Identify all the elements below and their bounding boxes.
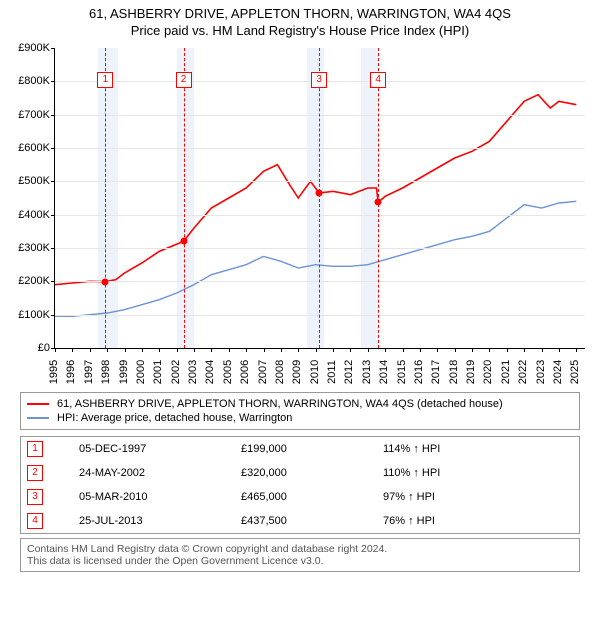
sale-hpi: 114% ↑ HPI	[377, 437, 580, 462]
sale-index-box: 3	[27, 489, 43, 505]
sales-table: 1 05-DEC-1997£199,000114% ↑ HPI 2 24-MAY-20…	[20, 436, 580, 534]
chart-container: 1 2 3 4 £0 £100K £200K £300K £400K £500K £600K £70…	[10, 44, 590, 384]
sale-price: £199,000	[235, 437, 377, 462]
sale-index-box: 2	[27, 465, 43, 481]
x-axis-label: 1996	[65, 360, 77, 384]
y-axis-label: £100K	[10, 309, 50, 321]
x-axis-label: 2007	[257, 360, 269, 384]
x-axis-label: 2019	[465, 360, 477, 384]
y-axis-label: £400K	[10, 209, 50, 221]
x-axis-label: 2017	[430, 360, 442, 384]
sale-marker-2: 2	[176, 72, 192, 88]
table-row: 2 24-MAY-2002£320,000110% ↑ HPI	[21, 461, 580, 485]
table-row: 3 05-MAR-2010£465,00097% ↑ HPI	[21, 485, 580, 509]
sale-dot-4	[375, 199, 382, 206]
footer-line-1: Contains HM Land Registry data © Crown c…	[27, 543, 573, 555]
x-axis-label: 1997	[83, 360, 95, 384]
sale-date: 24-MAY-2002	[73, 461, 235, 485]
x-axis-label: 2018	[448, 360, 460, 384]
legend: 61, ASHBERRY DRIVE, APPLETON THORN, WARR…	[20, 392, 580, 430]
x-axis-label: 2014	[378, 360, 390, 384]
x-axis-label: 2015	[396, 360, 408, 384]
x-axis-label: 2002	[170, 360, 182, 384]
sale-hpi: 76% ↑ HPI	[377, 509, 580, 534]
legend-swatch	[27, 403, 49, 405]
sale-price: £320,000	[235, 461, 377, 485]
series-hpi	[55, 201, 576, 316]
chart-title-sub: Price paid vs. HM Land Registry's House …	[10, 23, 590, 38]
y-axis-label: £600K	[10, 142, 50, 154]
chart-title-address: 61, ASHBERRY DRIVE, APPLETON THORN, WARR…	[10, 6, 590, 21]
legend-item: 61, ASHBERRY DRIVE, APPLETON THORN, WARR…	[27, 397, 573, 411]
y-axis-label: £700K	[10, 109, 50, 121]
table-row: 4 25-JUL-2013£437,50076% ↑ HPI	[21, 509, 580, 534]
y-axis-label: £900K	[10, 42, 50, 54]
x-axis-label: 2020	[482, 360, 494, 384]
sale-index-box: 4	[27, 513, 43, 529]
footer-attribution: Contains HM Land Registry data © Crown c…	[20, 538, 580, 572]
x-axis-label: 1999	[118, 360, 130, 384]
sale-marker-3: 3	[311, 72, 327, 88]
sale-dot-3	[316, 190, 323, 197]
x-axis-label: 2003	[187, 360, 199, 384]
x-axis-label: 2010	[309, 360, 321, 384]
x-axis-label: 2025	[569, 360, 581, 384]
x-axis-label: 2004	[204, 360, 216, 384]
x-axis-label: 2005	[222, 360, 234, 384]
sale-date: 05-DEC-1997	[73, 437, 235, 462]
x-axis-label: 2006	[239, 360, 251, 384]
sale-price: £465,000	[235, 485, 377, 509]
footer-line-2: This data is licensed under the Open Gov…	[27, 555, 573, 567]
sale-dot-1	[102, 278, 109, 285]
sale-index-box: 1	[27, 441, 43, 457]
sale-hpi: 110% ↑ HPI	[377, 461, 580, 485]
sale-dot-2	[180, 238, 187, 245]
sale-marker-1: 1	[97, 72, 113, 88]
legend-item: HPI: Average price, detached house, Warr…	[27, 411, 573, 425]
x-axis-label: 2022	[517, 360, 529, 384]
table-row: 1 05-DEC-1997£199,000114% ↑ HPI	[21, 437, 580, 462]
y-axis-label: £0	[10, 342, 50, 354]
y-axis-label: £500K	[10, 175, 50, 187]
x-axis-label: 2023	[535, 360, 547, 384]
sale-price: £437,500	[235, 509, 377, 534]
x-axis-label: 2016	[413, 360, 425, 384]
plot-area: 1 2 3 4	[54, 48, 585, 349]
sale-marker-4: 4	[370, 72, 386, 88]
x-axis-label: 2001	[152, 360, 164, 384]
x-axis-label: 2012	[343, 360, 355, 384]
x-axis-label: 2011	[326, 360, 338, 384]
x-axis-label: 2000	[135, 360, 147, 384]
x-axis-label: 2009	[291, 360, 303, 384]
x-axis-label: 2008	[274, 360, 286, 384]
x-axis-label: 1995	[48, 360, 60, 384]
sale-hpi: 97% ↑ HPI	[377, 485, 580, 509]
x-axis-label: 2021	[500, 360, 512, 384]
sale-date: 05-MAR-2010	[73, 485, 235, 509]
y-axis-label: £300K	[10, 242, 50, 254]
legend-label: 61, ASHBERRY DRIVE, APPLETON THORN, WARR…	[57, 398, 503, 410]
y-axis-label: £800K	[10, 75, 50, 87]
x-axis-label: 1998	[100, 360, 112, 384]
x-axis-label: 2013	[361, 360, 373, 384]
legend-label: HPI: Average price, detached house, Warr…	[57, 412, 292, 424]
sale-date: 25-JUL-2013	[73, 509, 235, 534]
y-axis-label: £200K	[10, 275, 50, 287]
legend-swatch	[27, 417, 49, 419]
x-axis-label: 2024	[552, 360, 564, 384]
